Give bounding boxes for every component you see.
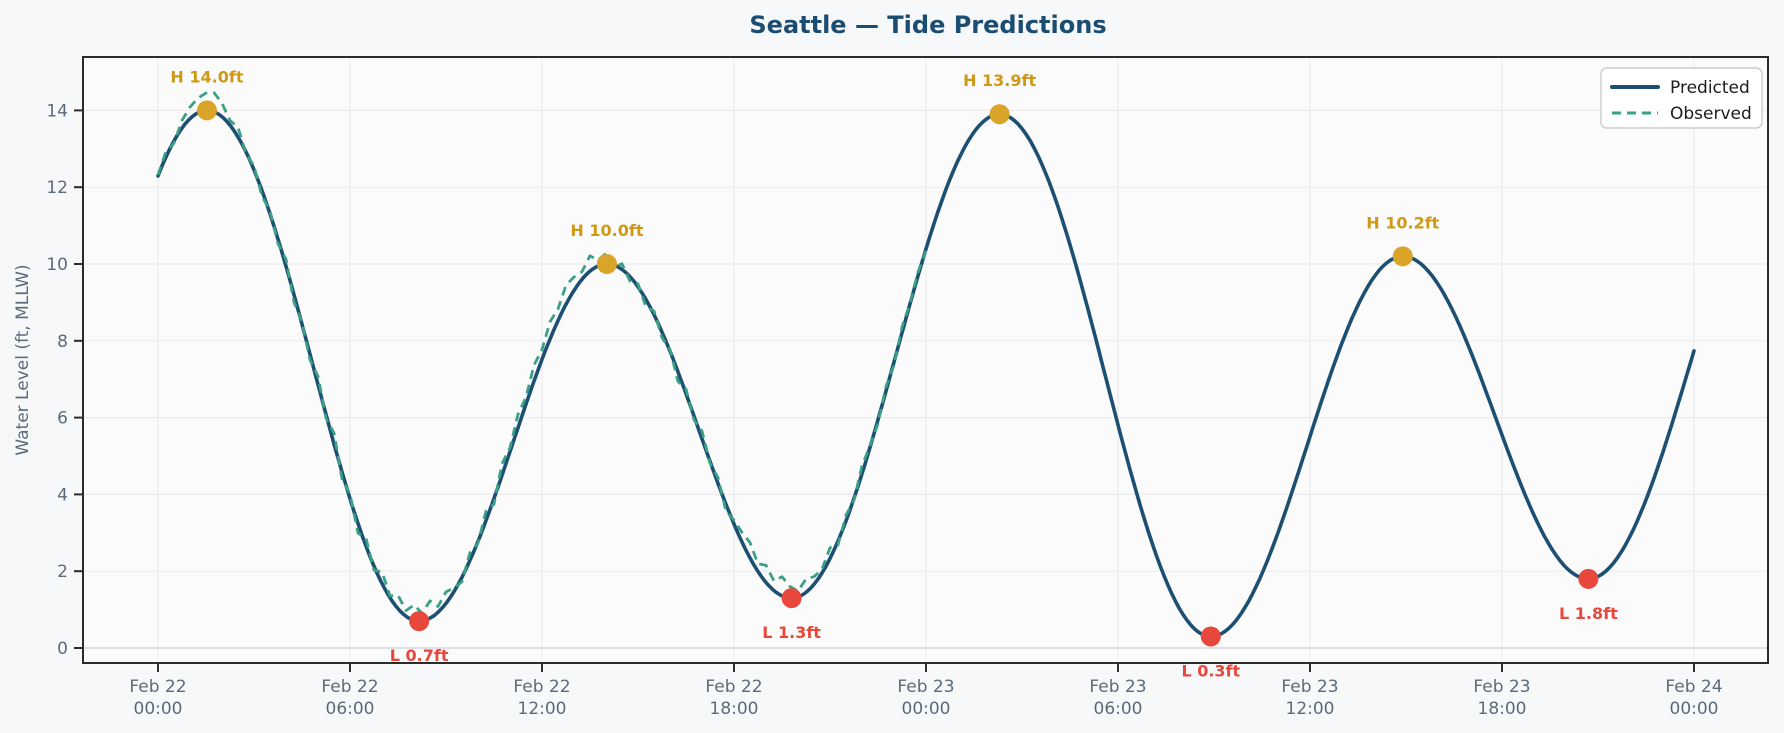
x-tick-label: Feb 22 12:00 (513, 677, 570, 719)
high-tide-annotation: H 14.0ft (170, 67, 243, 86)
chart-title: Seattle — Tide Predictions (749, 11, 1106, 39)
high-tide-marker (596, 254, 617, 274)
x-tick-label: Feb 24 00:00 (1665, 677, 1722, 719)
high-tide-annotation: H 10.0ft (570, 221, 643, 240)
x-tick-label: Feb 22 06:00 (321, 677, 378, 719)
legend: Predicted Observed (1600, 67, 1763, 129)
y-tick-label: 2 (57, 562, 68, 582)
high-tide-marker (196, 100, 217, 121)
low-tide-annotation: L 1.3ft (762, 623, 821, 642)
high-tide-annotation: H 10.2ft (1366, 213, 1439, 232)
observed-line (156, 91, 928, 615)
low-tide-marker (781, 588, 802, 609)
low-tide-marker (409, 611, 430, 632)
low-tide-annotation: L 0.3ft (1181, 661, 1240, 680)
x-tick-label: Feb 23 06:00 (1089, 677, 1146, 719)
grid-lines (83, 57, 1768, 663)
low-tide-annotation: L 1.8ft (1559, 604, 1618, 623)
y-tick-label: 0 (57, 639, 68, 659)
y-tick-label: 6 (57, 409, 68, 429)
legend-observed-label: Observed (1670, 104, 1752, 124)
axis-tick-marks (74, 109, 1695, 672)
legend-predicted-label: Predicted (1670, 78, 1750, 98)
y-tick-label: 8 (57, 332, 68, 352)
high-tide-annotation: H 13.9ft (963, 71, 1036, 90)
low-tide-marker (1578, 568, 1599, 589)
x-tick-label: Feb 23 12:00 (1281, 677, 1338, 719)
legend-box (1600, 67, 1763, 129)
y-tick-label: 14 (46, 101, 68, 121)
x-axis-tick-labels: Feb 22 00:00 Feb 22 06:00 Feb 22 12:00 Feb 22 1… (129, 677, 1722, 719)
y-axis-tick-labels: 0 2 4 6 8 10 12 14 (46, 101, 68, 659)
low-tide-marker (1200, 626, 1221, 647)
y-tick-label: 4 (57, 485, 68, 505)
y-tick-label: 12 (46, 178, 68, 198)
tide-markers (196, 100, 1599, 647)
x-tick-label: Feb 23 18:00 (1473, 677, 1530, 719)
low-tide-annotation: L 0.7ft (390, 646, 449, 665)
high-tide-marker (989, 104, 1010, 125)
high-tide-marker (1392, 246, 1413, 267)
y-tick-label: 10 (46, 255, 68, 275)
x-tick-label: Feb 22 00:00 (129, 677, 186, 719)
tide-annotations: H 14.0ft L 0.7ft H 10.0ft L 1.3ft H 13.9ft L … (170, 67, 1618, 680)
x-tick-label: Feb 22 18:00 (705, 677, 762, 719)
x-tick-label: Feb 23 00:00 (897, 677, 954, 719)
y-axis-label: Water Level (ft, MLLW) (13, 264, 33, 455)
